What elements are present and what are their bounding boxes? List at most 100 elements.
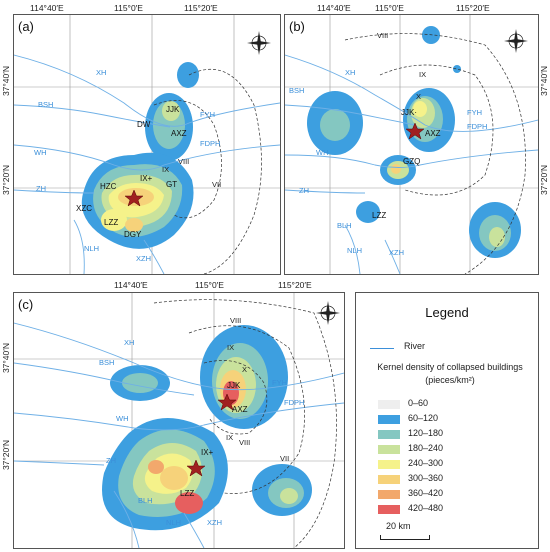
- lat-label-b2: 37°20′N: [539, 165, 549, 196]
- town-labels: JJK AXZ IX+ LZZ: [180, 381, 248, 498]
- intensity-viii-2: VIII: [239, 438, 250, 447]
- swatch-0: [378, 400, 400, 409]
- intensity-labels: VIII IX X IX VIII VII: [226, 316, 289, 463]
- river-xzh: XZH: [207, 518, 222, 527]
- intensity-viii: VIII: [377, 31, 388, 40]
- river-blh: BLH: [337, 221, 352, 230]
- river-wh: WH: [34, 148, 47, 157]
- swatch-5: [378, 475, 400, 484]
- intensity-ix: IX: [419, 70, 426, 79]
- river-xh: XH: [96, 68, 106, 77]
- river-fdph: FDPH: [467, 122, 487, 131]
- lat-label-a1: 37°40′N: [1, 66, 11, 97]
- scale-bar: [380, 535, 430, 540]
- river-xzh: XZH: [389, 248, 404, 257]
- intensity-viii: VIII: [178, 157, 189, 166]
- swatch-label-1: 60–120: [408, 413, 439, 423]
- map-panel-c: JJK AXZ IX+ LZZ XH BSH FYH FDPH WH ZH BL…: [13, 292, 345, 549]
- panel-label-a: (a): [18, 19, 34, 34]
- river-bsh: BSH: [38, 100, 53, 109]
- swatch-6: [378, 490, 400, 499]
- river-labels: XH BSH FYH FDPH WH ZH BLH NLH XZH: [99, 338, 304, 527]
- lon-label-b2: 115°0′E: [375, 3, 404, 13]
- intensity-labels: IX VIII VII: [162, 157, 221, 189]
- swatch-7: [378, 505, 400, 514]
- town-jjk: JJK: [227, 381, 241, 390]
- lat-label-b1: 37°40′N: [539, 66, 549, 97]
- panel-label-c: (c): [18, 297, 34, 312]
- epicenter-markers: [405, 122, 425, 140]
- map-c-canvas: JJK AXZ IX+ LZZ XH BSH FYH FDPH WH ZH BL…: [14, 293, 344, 548]
- town-axz: AXZ: [171, 129, 187, 138]
- lat-label-c1: 37°40′N: [1, 343, 11, 374]
- lat-label-a2: 37°20′N: [1, 165, 11, 196]
- town-ix-plus: IX+: [201, 448, 214, 457]
- town-lzz: LZZ: [180, 489, 194, 498]
- town-dgy: DGY: [124, 230, 142, 239]
- town-labels: JJK· AXZ GZQ LZZ: [372, 108, 441, 220]
- town-gzq: GZQ: [403, 157, 420, 166]
- lon-label-c2: 115°0′E: [195, 280, 224, 290]
- swatch-label-7: 420–480: [408, 503, 444, 513]
- lat-label-c2: 37°20′N: [1, 440, 11, 471]
- river-xh: XH: [345, 68, 355, 77]
- intensity-ix: IX: [227, 343, 234, 352]
- river-fdph: FDPH: [284, 398, 304, 407]
- town-jjk: JJK: [166, 105, 180, 114]
- river-nlh: NLH: [347, 246, 362, 255]
- isoseismals: [344, 33, 526, 274]
- isoseismals: [153, 68, 262, 274]
- town-ix-plus: IX+: [140, 174, 153, 183]
- town-hzc: HZC: [100, 182, 117, 191]
- map-panel-b: JJK· AXZ GZQ LZZ XH BSH FYH FDPH WH ZH B…: [284, 14, 539, 275]
- lon-label-b1: 114°40′E: [317, 3, 351, 13]
- lon-label-c3: 115°20′E: [278, 280, 312, 290]
- river-zh: ZH: [36, 184, 46, 193]
- epicenter-markers: [124, 189, 144, 207]
- town-axz: AXZ: [425, 129, 441, 138]
- river-line-swatch: [370, 348, 394, 349]
- town-dw: DW: [137, 120, 151, 129]
- river-nlh: NLH: [84, 244, 99, 253]
- intensity-ix: IX: [162, 165, 169, 174]
- rivers: [14, 322, 344, 548]
- swatch-3: [378, 445, 400, 454]
- river-xzh: XZH: [136, 254, 151, 263]
- isoseismals: [153, 299, 337, 548]
- town-axz: AXZ: [232, 405, 248, 414]
- river-fyh: FYH: [467, 108, 482, 117]
- intensity-labels: VIII IX X: [377, 31, 426, 101]
- river-fdph: FDPH: [200, 139, 220, 148]
- town-jjk: JJK·: [401, 108, 417, 117]
- river-wh: WH: [116, 414, 129, 423]
- river-nlh: NLH: [166, 518, 181, 527]
- river-bsh: BSH: [99, 358, 114, 367]
- swatch-1: [378, 415, 400, 424]
- lon-label-2: 115°0′E: [114, 3, 143, 13]
- town-labels: JJK DW AXZ HZC IX+ GT XZC LZZ DGY: [76, 105, 187, 239]
- swatch-label-5: 300–360: [408, 473, 444, 483]
- river-labels: XH BSH FYH FDPH WH ZH BLH NLH XZH: [289, 68, 487, 257]
- town-xzc: XZC: [76, 204, 92, 213]
- river-fyh: FYH: [272, 378, 287, 387]
- map-panel-a: JJK DW AXZ HZC IX+ GT XZC LZZ DGY XH BSH…: [13, 14, 281, 275]
- panel-label-b: (b): [289, 19, 305, 34]
- lon-label-c1: 114°40′E: [114, 280, 148, 290]
- intensity-ix-2: IX: [226, 433, 233, 442]
- map-b-canvas: JJK· AXZ GZQ LZZ XH BSH FYH FDPH WH ZH B…: [285, 15, 538, 274]
- swatch-4: [378, 460, 400, 469]
- lon-label-1: 114°40′E: [30, 3, 64, 13]
- river-labels: XH BSH FYH FDPH WH ZH NLH XZH: [34, 68, 220, 263]
- legend-title: Legend: [425, 305, 469, 320]
- compass-icon: [247, 31, 271, 55]
- intensity-x: X: [242, 365, 247, 374]
- rivers: [285, 54, 538, 274]
- scale-label: 20 km: [386, 521, 411, 531]
- legend-box: Legend River Kernel density of collapsed…: [355, 292, 539, 549]
- map-a-canvas: JJK DW AXZ HZC IX+ GT XZC LZZ DGY XH BSH…: [14, 15, 280, 274]
- river-xh: XH: [124, 338, 134, 347]
- lon-label-b3: 115°20′E: [456, 3, 490, 13]
- town-lzz: LZZ: [104, 218, 118, 227]
- compass-icon: [316, 301, 340, 325]
- swatch-label-4: 240–300: [408, 458, 444, 468]
